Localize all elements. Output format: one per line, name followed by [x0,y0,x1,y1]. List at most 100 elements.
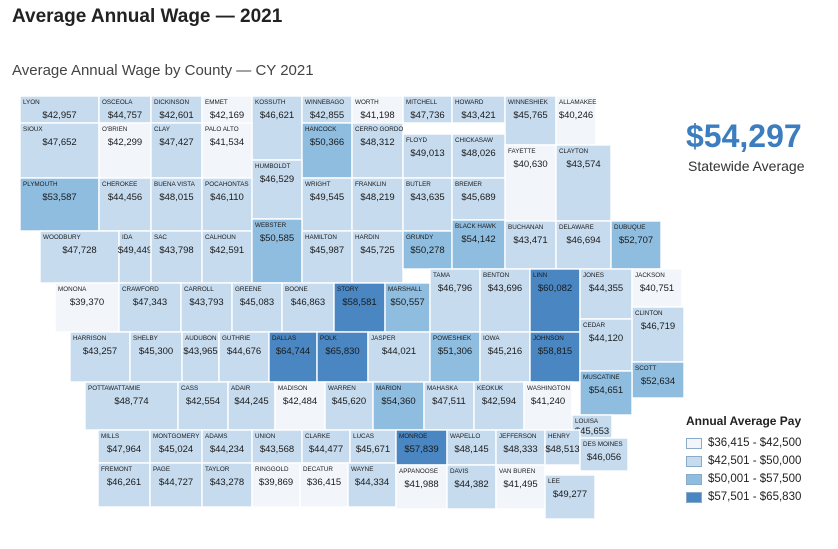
county-union: UNION $43,568 [251,429,303,464]
county-madison: MADISON $42,484 [274,381,326,431]
county-woodbury: WOODBURY $47,728 [39,230,120,284]
county-marion: MARION $54,360 [372,381,425,431]
county-wage: $43,257 [83,346,117,357]
county-wage: $43,574 [566,159,600,170]
county-washington: WASHINGTON $41,240 [523,381,573,431]
county-worth: WORTH $41,198 [351,95,404,124]
county-shape [579,437,629,472]
county-shape [98,122,152,179]
county-wage: $44,727 [159,477,193,488]
county-wage: $58,581 [342,297,376,308]
county-name: JASPER [371,335,396,342]
county-name: CLINTON [635,310,663,317]
county-osceola: OSCEOLA $44,757 [98,95,152,124]
county-name: FRANKLIN [355,181,387,188]
county-wage: $46,529 [260,174,294,185]
county-name: HARRISON [73,335,107,342]
legend-title: Annual Average Pay [686,414,802,428]
county-name: WINNESHIEK [508,99,549,106]
county-name: CASS [181,385,198,392]
county-name: POLK [320,335,338,342]
county-henry: HENRY $48,513 [544,429,581,466]
county-name: ADAIR [231,385,251,392]
county-name: LUCAS [353,433,374,440]
county-wage: $46,261 [107,477,141,488]
county-shape [610,220,662,270]
county-name: CHICKASAW [455,137,493,144]
county-pottawattamie: POTTAWATTAMIE $48,774 [84,381,179,431]
county-name: GRUNDY [406,234,434,241]
county-shape [631,361,685,399]
county-shape [544,429,581,466]
county-wage: $47,964 [107,444,141,455]
county-wage: $43,793 [189,297,223,308]
county-wage: $47,652 [42,137,76,148]
county-shape [301,95,353,124]
legend-item-label: $42,501 - $50,000 [708,455,802,467]
county-kossuth: KOSSUTH $46,621 [251,95,303,161]
county-name: AUDUBON [185,335,217,342]
county-scott: SCOTT $52,634 [631,361,685,399]
county-franklin: FRANKLIN $48,219 [351,177,404,232]
county-wage: $48,774 [114,396,148,407]
county-wage: $49,449 [118,245,152,256]
county-name: IOWA [483,335,500,342]
legend-item: $42,501 - $50,000 [686,452,801,470]
county-name: MADISON [278,385,308,392]
county-shape [495,429,546,466]
county-wage: $45,216 [488,346,522,357]
county-name: IDA [122,234,133,241]
county-name: WORTH [355,99,379,106]
county-hardin: HARDIN $45,725 [351,230,404,284]
county-hancock: HANCOCK $50,366 [301,122,353,179]
county-name: DECATUR [303,466,333,473]
county-name: WEBSTER [255,222,287,229]
county-palo-alto: PALO ALTO $41,534 [201,122,253,179]
county-wage: $42,594 [482,396,516,407]
county-name: CLAY [154,126,171,133]
county-dubuque: DUBUQUE $52,707 [610,220,662,270]
county-shape [451,133,506,179]
county-fremont: FREMONT $46,261 [97,462,151,508]
county-name: MARION [376,385,402,392]
county-winnebago: WINNEBAGO $42,855 [301,95,353,124]
county-shape [118,230,152,284]
legend-item-label: $36,415 - $42,500 [708,437,802,449]
county-plymouth: PLYMOUTH $53,587 [19,177,100,232]
county-wage: $50,278 [410,245,444,256]
county-shape [523,381,573,431]
county-wage: $47,736 [410,110,444,121]
county-name: POTTAWATTAMIE [88,385,140,392]
county-name: APPANOOSE [399,468,438,475]
county-wage: $40,630 [513,159,547,170]
county-ringgold: RINGGOLD $39,869 [251,462,301,508]
map-subtitle: Average Annual Wage by County — CY 2021 [12,62,314,79]
county-warren: WARREN $45,620 [324,381,374,431]
county-name: PLYMOUTH [23,181,58,188]
county-name: TAMA [433,272,451,279]
county-greene: GREENE $45,083 [231,282,283,333]
legend-swatch [686,437,702,449]
county-name: MONROE [399,433,427,440]
county-mitchell: MITCHELL $47,736 [402,95,453,124]
county-shape [429,331,481,383]
county-name: BUENA VISTA [154,181,196,188]
county-shape [395,464,448,510]
county-louisa: LOUISA$45,653 [571,414,613,439]
county-sac: SAC $43,798 [150,230,203,284]
county-name: BUCHANAN [508,224,544,231]
county-wage: $51,306 [438,346,472,357]
county-wage: $48,015 [159,192,193,203]
county-shape [555,220,612,270]
county-wage: $54,142 [461,234,495,245]
county-wage: $44,334 [355,477,389,488]
county-butler: BUTLER $43,635 [402,177,453,232]
county-wage: $54,651 [589,385,623,396]
county-shape [181,331,220,383]
county-shape [251,462,301,508]
legend-swatch [686,491,702,503]
county-name: DELAWARE [559,224,594,231]
county-wage: $40,751 [640,283,674,294]
county-decatur: DECATUR $36,415 [299,462,349,508]
